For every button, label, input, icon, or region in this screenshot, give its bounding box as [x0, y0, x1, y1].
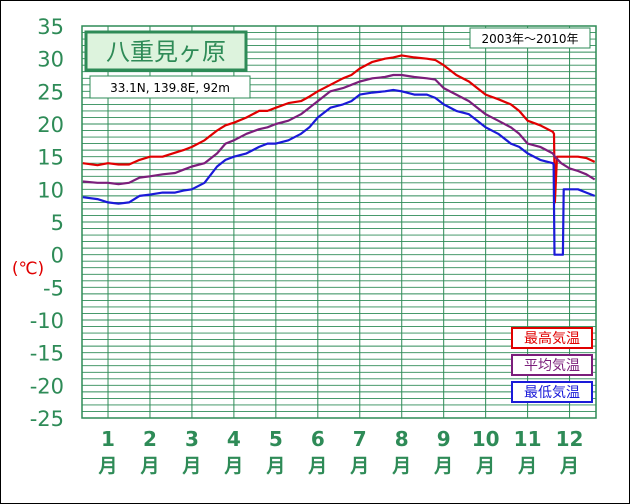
x-tick-number: 5 [269, 427, 283, 451]
x-tick-unit: 月 [559, 455, 579, 477]
x-tick-unit: 月 [517, 455, 537, 477]
x-tick-unit: 月 [181, 455, 201, 477]
title-box: 八重見ヶ原 [84, 30, 248, 72]
y-tick-label: 5 [51, 211, 64, 235]
x-tick-number: 2 [143, 427, 157, 451]
x-tick-number: 6 [311, 427, 325, 451]
plot-border [81, 25, 597, 419]
series-line-1 [82, 54, 596, 204]
subtitle-box: 33.1N, 139.8E, 92m [89, 75, 251, 99]
x-tick-number: 11 [514, 427, 542, 451]
legend-swatch [511, 381, 593, 403]
legend-swatch [511, 327, 593, 349]
x-tick-number: 3 [185, 427, 199, 451]
x-tick-labels: 1 月 2 月 3 月 4 月 5 月 6 月 7 月 8 月 9 月 10 月 11 月 12 月 [98, 427, 584, 477]
series-line-2 [82, 73, 596, 186]
x-tick-unit: 月 [265, 455, 285, 477]
x-tick-number: 8 [395, 427, 409, 451]
y-tick-label: 20 [37, 113, 64, 137]
x-tick-unit: 月 [349, 455, 369, 477]
x-tick-unit: 月 [139, 455, 159, 477]
legend-label: 最高気温 [524, 330, 580, 347]
y-tick-label: -20 [30, 374, 64, 398]
chart-period: 2003年〜2010年 [481, 32, 578, 46]
legend-swatch [511, 354, 593, 376]
legend-label: 最低気温 [524, 385, 580, 401]
y-tick-label: 35 [37, 15, 64, 39]
x-tick-unit: 月 [391, 455, 411, 477]
y-tick-labels: 35 30 25 20 15 10 5 0 -5 -10 -15 -20 -25 [30, 15, 64, 431]
x-tick-unit: 月 [98, 455, 118, 477]
series-layer [82, 54, 596, 256]
x-tick-unit: 月 [307, 455, 327, 477]
y-tick-label: 15 [37, 146, 64, 170]
y-tick-label: 0 [51, 244, 64, 268]
x-tick-number: 1 [101, 427, 115, 451]
x-tick-number: 7 [353, 427, 367, 451]
x-tick-number: 4 [227, 427, 241, 451]
chart-title: 八重見ヶ原 [106, 38, 226, 66]
x-tick-number: 12 [556, 427, 584, 451]
y-tick-label: -25 [30, 407, 64, 431]
chart-subtitle: 33.1N, 139.8E, 92m [110, 81, 230, 95]
y-axis-label: (℃) [12, 259, 44, 279]
series-line-3 [82, 88, 596, 256]
x-tick-unit: 月 [223, 455, 243, 477]
y-tick-label: -15 [30, 342, 64, 366]
y-tick-label: -10 [30, 309, 64, 333]
x-tick-number: 9 [437, 427, 451, 451]
period-box: 2003年〜2010年 [469, 27, 591, 49]
y-tick-label: 25 [37, 80, 64, 104]
x-tick-unit: 月 [433, 455, 453, 477]
y-tick-label: 30 [37, 48, 64, 72]
y-tick-label: -5 [43, 276, 64, 300]
legend-label: 平均気温 [524, 358, 580, 374]
y-tick-label: 10 [37, 178, 64, 202]
x-tick-number: 10 [472, 427, 500, 451]
x-tick-unit: 月 [475, 455, 495, 477]
